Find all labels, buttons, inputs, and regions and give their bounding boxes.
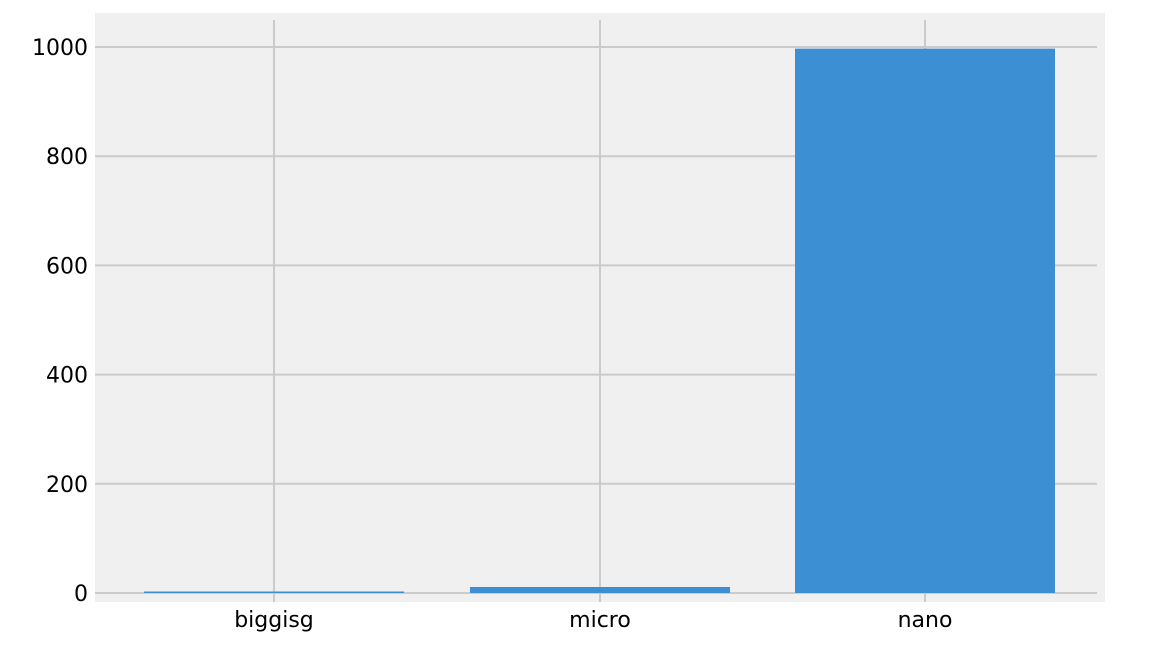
- bar-nano: [795, 48, 1055, 593]
- y-tick-label-200: 200: [46, 473, 88, 498]
- x-tick-label-biggisg: biggisg: [234, 608, 314, 633]
- y-tick-label-0: 0: [74, 582, 88, 607]
- bars: [144, 48, 1055, 593]
- y-tick-label-1000: 1000: [32, 36, 88, 61]
- y-tick-label-800: 800: [46, 145, 88, 170]
- x-tick-label-nano: nano: [898, 608, 953, 633]
- bar-micro: [470, 586, 730, 593]
- y-tick-label-600: 600: [46, 254, 88, 279]
- x-tick-label-micro: micro: [569, 608, 631, 633]
- y-tick-label-400: 400: [46, 364, 88, 389]
- y-tick-labels: 0 200 400 600 800 1000: [32, 36, 88, 607]
- x-tick-labels: biggisg micro nano: [234, 608, 952, 633]
- bar-biggisg: [144, 591, 404, 593]
